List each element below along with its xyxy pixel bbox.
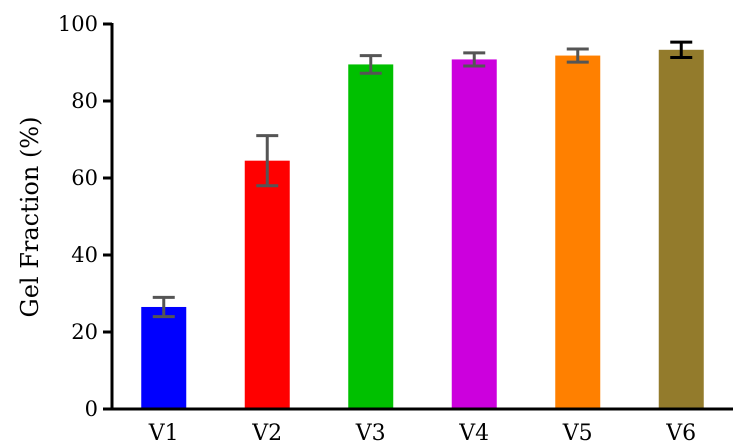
- error-bar-v3: [359, 54, 382, 75]
- x-category-label: V4: [458, 421, 489, 443]
- y-ticks-group: 0 20 40 60 80 100: [58, 12, 112, 421]
- y-axis-title: Gel Fraction (%): [16, 117, 44, 318]
- bars-group: [141, 49, 704, 410]
- error-bar-v4: [463, 51, 486, 68]
- y-tick-label: 100: [58, 12, 98, 36]
- y-tick-label: 40: [71, 243, 98, 267]
- error-bar-v6: [670, 40, 693, 59]
- y-tick-label: 0: [85, 397, 98, 421]
- bar-v6: [658, 49, 704, 410]
- error-bar-v1: [152, 295, 175, 319]
- x-category-label: V3: [355, 421, 386, 443]
- y-tick-label: 20: [71, 320, 98, 344]
- error-bar-v5: [566, 47, 589, 64]
- bar-v3: [348, 64, 394, 410]
- error-bar-v2: [256, 134, 279, 188]
- x-category-label: V1: [148, 421, 179, 443]
- bar-v4: [451, 59, 497, 410]
- error-bars-group: [152, 40, 693, 319]
- x-category-label: V5: [562, 421, 593, 443]
- y-tick-label: 80: [71, 89, 98, 113]
- bar-v2: [244, 160, 290, 409]
- x-labels-group: V1 V2 V3 V4 V5 V6: [148, 421, 696, 443]
- x-category-label: V2: [251, 421, 282, 443]
- y-tick-label: 60: [71, 166, 98, 190]
- x-category-label: V6: [665, 421, 696, 443]
- bar-v5: [555, 55, 601, 409]
- bar-v1: [141, 306, 187, 409]
